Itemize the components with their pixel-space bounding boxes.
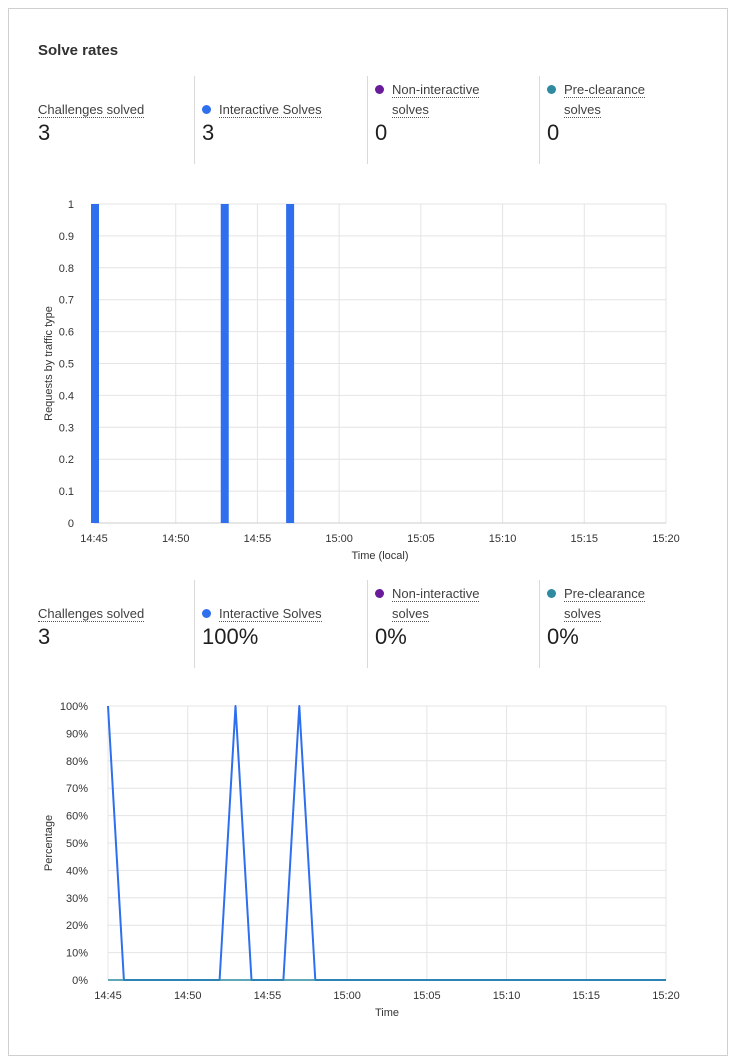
y-tick-label: 100% [60, 701, 88, 713]
y-tick-label: 80% [66, 756, 88, 768]
stat-label[interactable]: Pre-clearance solves [547, 584, 645, 624]
legend-dot-icon [375, 589, 384, 599]
stat-label[interactable]: Challenges solved [38, 100, 145, 120]
stat-label[interactable]: Interactive Solves [202, 604, 322, 624]
legend-dot-icon [375, 85, 384, 95]
bar [286, 204, 295, 523]
x-tick-label: 15:15 [573, 990, 601, 1002]
stat-divider [367, 76, 368, 164]
stats-row-percent: Challenges solved 3 Interactive Solves 100%… [30, 580, 714, 670]
stat-value: 3 [38, 120, 51, 145]
y-tick-label: 90% [66, 728, 88, 740]
stat-label[interactable]: Non-interactive solves [375, 80, 480, 120]
stat-divider [539, 580, 540, 668]
stat-label-text-2: solves [564, 606, 601, 622]
stat-label-text: Challenges solved [38, 102, 145, 118]
stats-row-counts: Challenges solved 3 Interactive Solves 3 Non… [30, 76, 714, 166]
x-tick-label: 14:45 [94, 990, 122, 1002]
y-tick-label: 0.6 [59, 327, 74, 339]
y-tick-label: 30% [66, 893, 88, 905]
y-tick-label: 60% [66, 811, 88, 823]
y-tick-label: 10% [66, 948, 88, 960]
legend-dot-icon [547, 589, 556, 599]
legend-dot-icon [547, 85, 556, 95]
solve-rates-card [8, 8, 728, 1056]
stat-label-text: Pre-clearance [564, 82, 645, 98]
stat-value: 0% [547, 624, 579, 649]
x-axis-label: Time [375, 1007, 399, 1019]
y-tick-label: 0.4 [59, 390, 74, 402]
x-tick-label: 15:00 [325, 533, 353, 545]
stat-value: 100% [202, 624, 259, 649]
stat-label-text: Non-interactive [392, 586, 480, 602]
stat-divider [194, 76, 195, 164]
y-tick-label: 20% [66, 920, 88, 932]
stat-label[interactable]: Pre-clearance solves [547, 80, 645, 120]
section-title: Solve rates [38, 42, 119, 59]
x-tick-label: 14:55 [244, 533, 272, 545]
x-tick-label: 15:05 [407, 533, 435, 545]
stat-value: 0% [375, 624, 407, 649]
stat-label-text: Pre-clearance [564, 586, 645, 602]
stat-label-text-2: solves [392, 102, 429, 118]
y-tick-label: 0.9 [59, 231, 74, 243]
stat-label[interactable]: Interactive Solves [202, 100, 322, 120]
y-axis-label: Percentage [43, 815, 55, 871]
stat-label[interactable]: Non-interactive solves [375, 584, 480, 624]
stat-label-text-2: solves [392, 606, 429, 622]
y-tick-label: 0.3 [59, 422, 74, 434]
bar [220, 204, 229, 523]
requests-bar-chart: 0 0.1 0.2 0.3 0.4 0.5 0.6 0.7 0.8 0.9 1 14:45 14:50 1… [43, 199, 680, 562]
x-tick-label: 15:00 [333, 990, 361, 1002]
stat-value: 3 [38, 624, 51, 649]
y-tick-label: 1 [68, 199, 74, 211]
x-tick-label: 14:50 [174, 990, 202, 1002]
stat-label-text: Interactive Solves [219, 606, 322, 622]
stat-label-text: Interactive Solves [219, 102, 322, 118]
y-tick-label: 40% [66, 865, 88, 877]
stat-divider [194, 580, 195, 668]
stat-divider [539, 76, 540, 164]
legend-dot-icon [202, 609, 211, 619]
x-tick-label: 14:45 [80, 533, 108, 545]
percentage-line-chart: 0% 10% 20% 30% 40% 50% 60% 70% 80% 90% 100% 14:45 14… [43, 701, 680, 1019]
x-tick-label: 15:10 [493, 990, 521, 1002]
stat-label-text-2: solves [564, 102, 601, 118]
legend-dot-icon [202, 105, 211, 115]
x-tick-label: 14:50 [162, 533, 190, 545]
y-tick-label: 70% [66, 783, 88, 795]
y-tick-label: 0.2 [59, 454, 74, 466]
stat-value: 0 [375, 120, 388, 145]
y-tick-label: 0.1 [59, 486, 74, 498]
x-tick-label: 15:10 [489, 533, 517, 545]
stat-divider [367, 580, 368, 668]
stat-label[interactable]: Challenges solved [38, 604, 145, 624]
y-tick-label: 0.5 [59, 359, 74, 371]
x-tick-label: 14:55 [254, 990, 282, 1002]
stat-label-text: Challenges solved [38, 606, 145, 622]
x-tick-label: 15:20 [652, 990, 680, 1002]
bar [91, 204, 99, 523]
stat-label-text: Non-interactive [392, 82, 480, 98]
y-axis-label: Requests by traffic type [43, 306, 55, 421]
y-tick-label: 0.7 [59, 295, 74, 307]
stat-value: 0 [547, 120, 560, 145]
y-tick-label: 50% [66, 838, 88, 850]
x-tick-label: 15:15 [571, 533, 599, 545]
y-tick-label: 0% [72, 975, 88, 987]
y-tick-label: 0.8 [59, 263, 74, 275]
y-tick-label: 0 [68, 518, 74, 530]
x-tick-label: 15:20 [652, 533, 680, 545]
x-axis-label: Time (local) [351, 550, 408, 562]
x-tick-label: 15:05 [413, 990, 441, 1002]
stat-value: 3 [202, 120, 215, 145]
